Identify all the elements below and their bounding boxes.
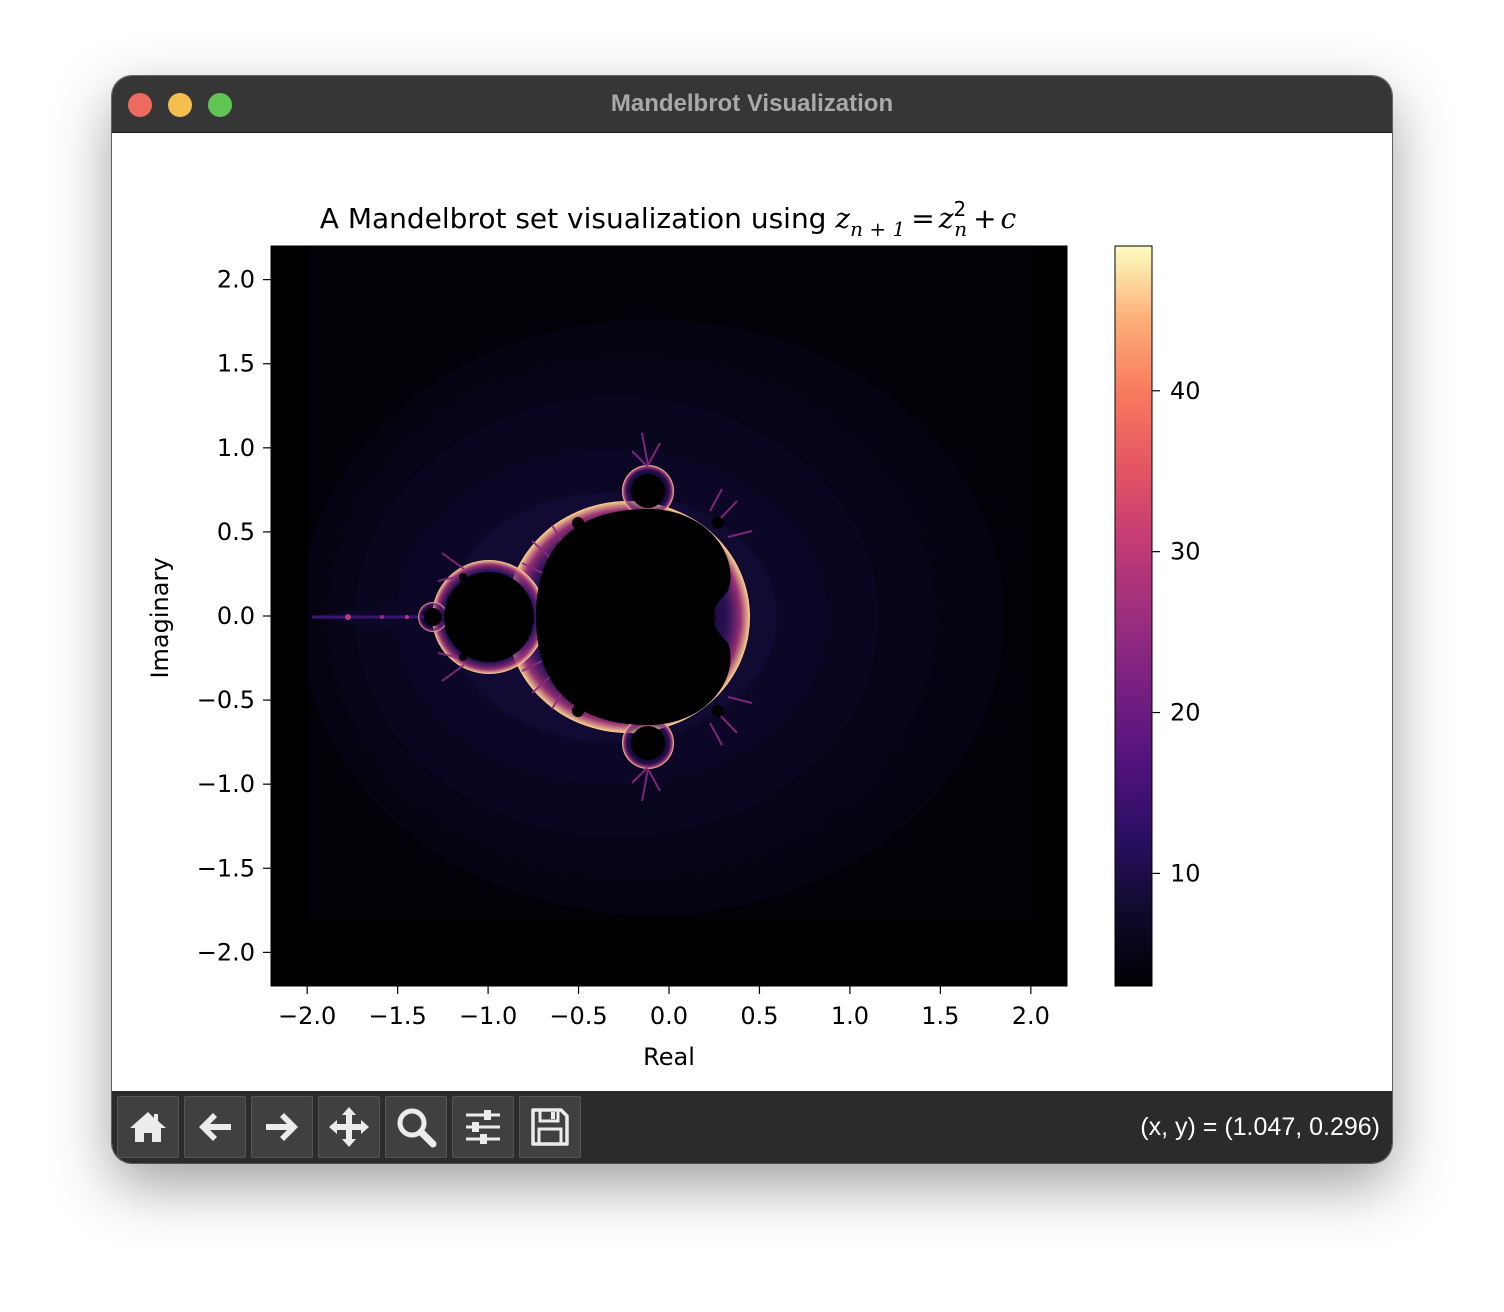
y-axis-label: Imaginary bbox=[146, 557, 174, 678]
home-icon bbox=[130, 1112, 166, 1142]
colorbar-axis: 10 20 30 40 bbox=[1152, 377, 1201, 887]
pan-button[interactable] bbox=[318, 1096, 380, 1158]
colorbar-tick-label: 20 bbox=[1170, 699, 1201, 727]
y-tick-label: 2.0 bbox=[217, 266, 255, 294]
y-tick-label: 0.5 bbox=[217, 518, 255, 546]
x-tick-label: 1.5 bbox=[921, 1002, 959, 1030]
x-axis: −2.0 −1.5 −1.0 −0.5 0.0 0.5 1.0 1.5 2.0 bbox=[278, 986, 1050, 1030]
zoom-window-button[interactable] bbox=[208, 93, 232, 117]
navigation-toolbar: (x, y) = (1.047, 0.296) bbox=[112, 1091, 1392, 1163]
y-tick-label: 1.5 bbox=[217, 350, 255, 378]
x-tick-label: −2.0 bbox=[278, 1002, 336, 1030]
y-axis: 2.0 1.5 1.0 0.5 0.0 −0.5 −1.0 −1.5 −2.0 bbox=[197, 266, 271, 966]
colorbar-tick-label: 10 bbox=[1170, 859, 1201, 887]
x-tick-label: −1.5 bbox=[368, 1002, 426, 1030]
app-window: Mandelbrot Visualization bbox=[112, 76, 1392, 1163]
x-tick-label: 0.0 bbox=[650, 1002, 688, 1030]
title-bar: Mandelbrot Visualization bbox=[112, 76, 1392, 133]
colorbar-tick-label: 30 bbox=[1170, 538, 1201, 566]
y-tick-label: 1.0 bbox=[217, 434, 255, 462]
floppy-disk-icon bbox=[531, 1108, 569, 1146]
x-tick-label: 1.0 bbox=[831, 1002, 869, 1030]
mandelbrot-image bbox=[308, 246, 1032, 920]
x-tick-label: −0.5 bbox=[549, 1002, 607, 1030]
colorbar bbox=[1115, 246, 1152, 986]
forward-button[interactable] bbox=[251, 1096, 313, 1158]
arrow-left-icon bbox=[199, 1113, 231, 1141]
minimize-window-button[interactable] bbox=[168, 93, 192, 117]
x-tick-label: 2.0 bbox=[1012, 1002, 1050, 1030]
y-tick-label: −1.5 bbox=[197, 854, 255, 882]
magnifier-icon bbox=[397, 1108, 437, 1148]
x-axis-label: Real bbox=[643, 1043, 695, 1071]
axes-frame bbox=[270, 245, 1068, 987]
y-tick-label: −0.5 bbox=[197, 686, 255, 714]
arrow-right-icon bbox=[266, 1113, 298, 1141]
chart-title: A Mandelbrot set visualization using zn … bbox=[320, 197, 1017, 241]
zoom-button[interactable] bbox=[385, 1096, 447, 1158]
y-tick-label: 0.0 bbox=[217, 602, 255, 630]
figure-canvas[interactable]: −2.0 −1.5 −1.0 −0.5 0.0 0.5 1.0 1.5 2.0 2.0 1.5 1.… bbox=[112, 133, 1392, 1091]
configure-subplots-button[interactable] bbox=[452, 1096, 514, 1158]
sliders-icon bbox=[466, 1110, 500, 1144]
figure[interactable]: −2.0 −1.5 −1.0 −0.5 0.0 0.5 1.0 1.5 2.0 2.0 1.5 1.… bbox=[112, 133, 1392, 1091]
save-button[interactable] bbox=[519, 1096, 581, 1158]
window-title: Mandelbrot Visualization bbox=[610, 90, 894, 117]
colorbar-tick-label: 40 bbox=[1170, 377, 1201, 405]
x-tick-label: 0.5 bbox=[740, 1002, 778, 1030]
y-tick-label: −2.0 bbox=[197, 938, 255, 966]
colorbar-frame bbox=[1114, 245, 1153, 987]
back-button[interactable] bbox=[184, 1096, 246, 1158]
close-window-button[interactable] bbox=[128, 93, 152, 117]
cursor-coordinates: (x, y) = (1.047, 0.296) bbox=[1140, 1113, 1380, 1141]
move-icon bbox=[329, 1107, 369, 1147]
home-button[interactable] bbox=[117, 1096, 179, 1158]
y-tick-label: −1.0 bbox=[197, 770, 255, 798]
x-tick-label: −1.0 bbox=[459, 1002, 517, 1030]
